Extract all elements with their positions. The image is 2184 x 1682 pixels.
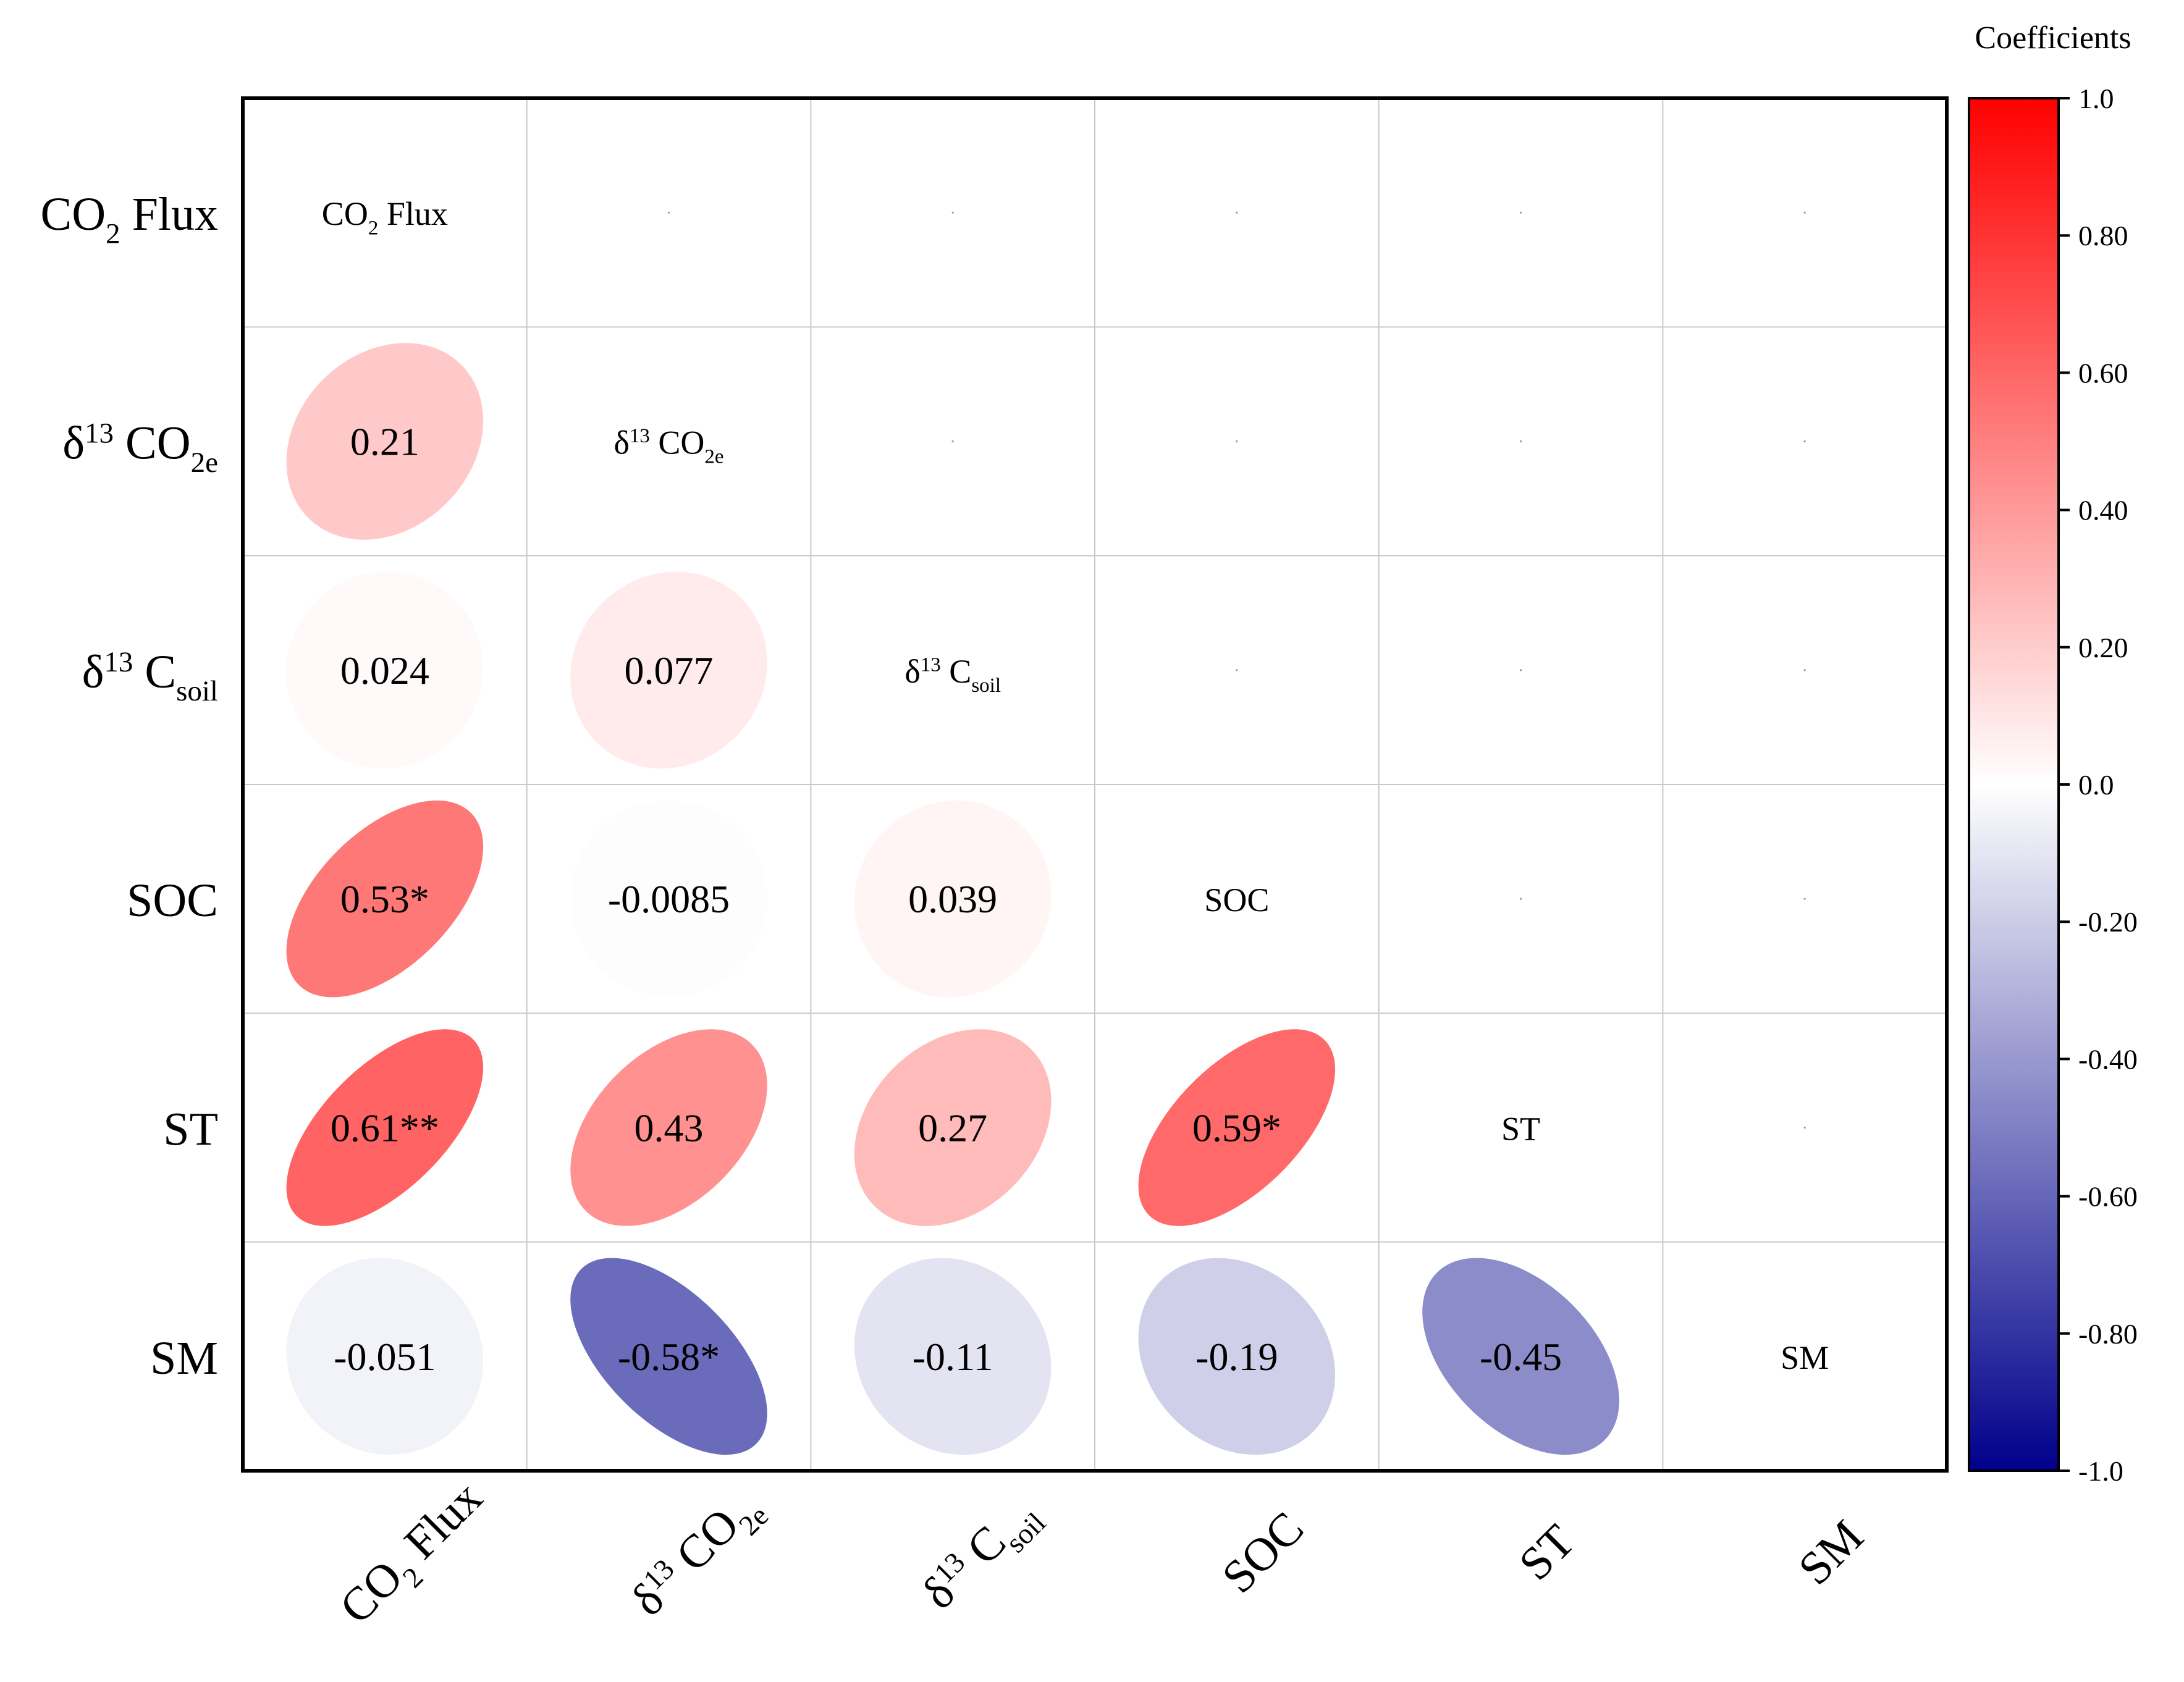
colorbar-tick-label: -0.40 xyxy=(2078,1043,2138,1075)
upper-dot xyxy=(1236,211,1238,214)
upper-dot xyxy=(951,440,954,443)
y-axis-label-co2flux: CO2 Flux xyxy=(41,188,218,250)
upper-dot xyxy=(1803,898,1806,900)
plot-frame xyxy=(241,96,1949,1473)
colorbar-tick-label: 0.40 xyxy=(2078,495,2128,526)
diagonal-label-co2flux: CO2 Flux xyxy=(322,195,448,239)
y-axis-label-d13co2e: δ13 CO2e xyxy=(62,418,218,479)
diagonal-label-soc: SOC xyxy=(1204,881,1269,919)
y-axis-label-sm: SM xyxy=(150,1332,218,1384)
upper-dot xyxy=(951,211,954,214)
x-axis-label-d13csoil: δ13 Csoil xyxy=(913,1486,1052,1626)
colorbar-tick-label: 1.0 xyxy=(2078,83,2114,114)
correlation-ellipse xyxy=(854,800,1052,998)
y-axis-label-soc: SOC xyxy=(127,875,218,927)
diagonal-label-sm: SM xyxy=(1781,1339,1829,1376)
x-axis-label-soc: SOC xyxy=(1212,1502,1313,1603)
correlation-ellipse xyxy=(1138,1029,1336,1226)
correlation-ellipse xyxy=(570,571,767,769)
correlation-value: 0.59* xyxy=(1192,1106,1281,1150)
upper-dot xyxy=(1519,211,1522,214)
correlation-ellipse xyxy=(570,1029,767,1226)
colorbar-tick-label: -0.20 xyxy=(2078,906,2138,938)
x-axis-label-co2flux: CO2 Flux xyxy=(330,1471,499,1640)
colorbar-tick-label: 0.80 xyxy=(2078,220,2128,251)
colorbar-tick-label: -1.0 xyxy=(2078,1455,2123,1487)
grid xyxy=(243,98,1947,1471)
correlation-ellipse xyxy=(286,571,484,769)
colorbar-tick-label: -0.80 xyxy=(2078,1318,2138,1350)
diagonal-label-st: ST xyxy=(1501,1111,1540,1148)
correlation-value: 0.077 xyxy=(625,649,714,692)
upper-dot xyxy=(1803,669,1806,671)
correlation-value: 0.43 xyxy=(635,1106,704,1150)
correlation-ellipse xyxy=(286,343,484,540)
correlation-ellipse xyxy=(854,1258,1052,1455)
correlation-value: -0.051 xyxy=(334,1335,436,1379)
correlation-value: 0.53* xyxy=(340,877,429,921)
colorbar-tick-label: 0.60 xyxy=(2078,357,2128,389)
x-axis-label-st: ST xyxy=(1509,1515,1585,1590)
correlation-value: 0.024 xyxy=(340,649,429,692)
colorbar: Coefficients 1.0 0.80 0.60 0.40 0.20 0.0 -0.20… xyxy=(1968,20,2138,1487)
upper-dot xyxy=(1236,440,1238,443)
colorbar-tick-label: -0.60 xyxy=(2078,1181,2138,1213)
correlation-value: 0.27 xyxy=(918,1106,987,1150)
x-axis-label-d13co2e: δ13 CO2e xyxy=(622,1479,775,1633)
correlation-value: -0.58* xyxy=(618,1335,720,1379)
correlation-value: -0.11 xyxy=(913,1335,993,1379)
colorbar-tick-label: 0.0 xyxy=(2078,769,2114,801)
upper-dot xyxy=(1803,440,1806,443)
upper-dot xyxy=(1519,440,1522,443)
correlation-ellipse xyxy=(570,1258,767,1455)
upper-dot xyxy=(1519,898,1522,900)
correlation-value: -0.19 xyxy=(1195,1335,1278,1379)
y-axis-label-d13csoil: δ13 Csoil xyxy=(82,646,218,707)
colorbar-title: Coefficients xyxy=(1975,20,2131,56)
correlation-ellipse xyxy=(570,800,767,998)
upper-dot xyxy=(667,211,670,214)
diagonal-label-d13csoil: δ13 Csoil xyxy=(904,653,1001,697)
correlation-value: 0.61** xyxy=(331,1106,439,1150)
correlation-value: 0.039 xyxy=(908,877,997,921)
y-axis-label-st: ST xyxy=(163,1104,218,1156)
correlation-ellipse xyxy=(854,1029,1052,1226)
ellipses xyxy=(286,343,1619,1455)
correlation-ellipse xyxy=(1138,1258,1336,1455)
diagonal-label-d13co2e: δ13 CO2e xyxy=(613,424,723,468)
correlation-value: -0.45 xyxy=(1480,1335,1562,1379)
colorbar-gradient xyxy=(1968,97,2060,1472)
colorbar-tick-label: 0.20 xyxy=(2078,632,2128,663)
upper-dot xyxy=(1803,1126,1806,1129)
correlation-ellipse xyxy=(286,1029,484,1226)
upper-dot xyxy=(1519,669,1522,671)
x-axis-label-sm: SM xyxy=(1789,1510,1873,1595)
correlation-ellipse xyxy=(286,1258,484,1455)
correlation-value: -0.0085 xyxy=(608,877,730,921)
correlation-ellipse xyxy=(286,800,484,998)
upper-dot xyxy=(1236,669,1238,671)
upper-dot xyxy=(1803,211,1806,214)
correlation-value: 0.21 xyxy=(350,420,420,464)
correlation-ellipse xyxy=(1422,1258,1619,1455)
